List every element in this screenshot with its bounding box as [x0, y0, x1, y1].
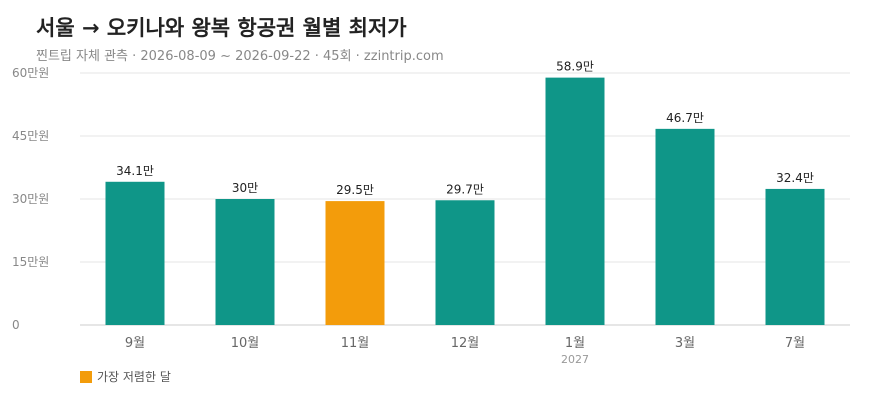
- x-tick-label: 10월: [231, 336, 260, 351]
- bar: [765, 188, 825, 325]
- x-tick-sublabel: 2027: [561, 353, 589, 366]
- data-label: 34.1만: [116, 164, 154, 178]
- legend: 가장 저렴한 달: [80, 368, 171, 385]
- x-tick-label: 7월: [785, 336, 805, 351]
- x-tick-label: 1월: [565, 336, 585, 351]
- legend-swatch-cheapest: [80, 370, 92, 383]
- data-label: 29.7만: [446, 182, 484, 196]
- bar: [215, 199, 275, 325]
- legend-label-cheapest: 가장 저렴한 달: [97, 370, 171, 384]
- bar: [655, 128, 715, 325]
- y-tick-label: 45만원: [12, 129, 49, 143]
- x-tick-label: 12월: [451, 336, 480, 351]
- bar: [545, 77, 605, 326]
- y-tick-label: 60만원: [12, 66, 49, 80]
- chart-subtitle: 찐트립 자체 관측 · 2026-08-09 ~ 2026-09-22 · 45…: [36, 49, 444, 64]
- data-label: 30만: [232, 181, 258, 195]
- y-tick-label: 30만원: [12, 192, 49, 206]
- y-tick-label: 0: [12, 318, 20, 332]
- y-tick-label: 15만원: [12, 255, 49, 269]
- bar: [435, 200, 495, 325]
- x-tick-label: 9월: [125, 336, 145, 351]
- bar: [105, 181, 165, 325]
- data-label: 29.5만: [336, 183, 374, 197]
- bar: [325, 201, 385, 325]
- x-tick-label: 11월: [341, 336, 370, 351]
- data-label: 32.4만: [776, 171, 814, 185]
- data-label: 58.9만: [556, 60, 594, 74]
- x-tick-label: 3월: [675, 336, 695, 351]
- chart-title: 서울 → 오키나와 왕복 항공권 월별 최저가: [36, 16, 407, 40]
- data-label: 46.7만: [666, 111, 704, 125]
